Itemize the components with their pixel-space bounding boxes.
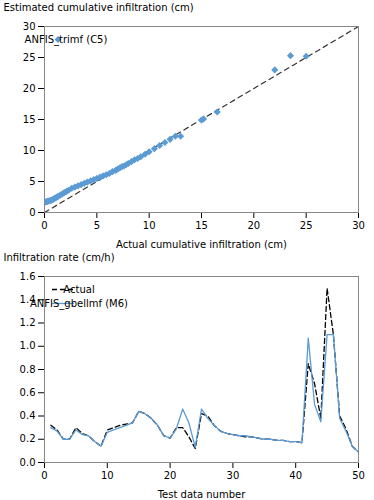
svg-text:20: 20 bbox=[164, 470, 177, 481]
svg-text:20: 20 bbox=[247, 220, 260, 231]
svg-text:5: 5 bbox=[29, 176, 35, 187]
svg-text:Actual: Actual bbox=[63, 284, 94, 295]
svg-text:10: 10 bbox=[101, 470, 114, 481]
svg-text:1.0: 1.0 bbox=[20, 340, 36, 351]
svg-text:Test data number: Test data number bbox=[157, 489, 246, 500]
svg-text:0: 0 bbox=[29, 207, 35, 218]
svg-text:15: 15 bbox=[195, 220, 208, 231]
svg-text:Actual cumulative infiltration: Actual cumulative infiltration (cm) bbox=[116, 239, 287, 250]
svg-text:5: 5 bbox=[94, 220, 100, 231]
svg-text:1.2: 1.2 bbox=[20, 317, 36, 328]
svg-text:1.4: 1.4 bbox=[19, 294, 36, 305]
svg-text:0.8: 0.8 bbox=[20, 364, 36, 375]
svg-text:ANFIS_gbellmf (M6): ANFIS_gbellmf (M6) bbox=[30, 298, 128, 310]
svg-text:Infiltration rate (cm/h): Infiltration rate (cm/h) bbox=[4, 252, 115, 263]
svg-text:25: 25 bbox=[300, 220, 313, 231]
svg-text:40: 40 bbox=[289, 470, 302, 481]
svg-text:0: 0 bbox=[41, 470, 47, 481]
svg-text:Estimated cumulative infiltrat: Estimated cumulative infiltration (cm) bbox=[4, 2, 194, 13]
svg-text:ANFIS_trimf (C5): ANFIS_trimf (C5) bbox=[25, 34, 108, 46]
svg-text:25: 25 bbox=[23, 52, 36, 63]
svg-text:30: 30 bbox=[227, 470, 240, 481]
svg-text:10: 10 bbox=[23, 145, 36, 156]
svg-text:1.6: 1.6 bbox=[20, 271, 36, 282]
svg-text:0.0: 0.0 bbox=[20, 457, 36, 468]
svg-text:0: 0 bbox=[41, 220, 47, 231]
svg-text:0.4: 0.4 bbox=[20, 410, 36, 421]
svg-text:0.2: 0.2 bbox=[20, 433, 36, 444]
svg-text:50: 50 bbox=[352, 470, 365, 481]
svg-text:15: 15 bbox=[23, 114, 36, 125]
svg-text:20: 20 bbox=[23, 83, 36, 94]
svg-text:0.6: 0.6 bbox=[20, 387, 36, 398]
svg-text:30: 30 bbox=[23, 21, 36, 32]
svg-text:10: 10 bbox=[143, 220, 156, 231]
svg-text:30: 30 bbox=[352, 220, 365, 231]
